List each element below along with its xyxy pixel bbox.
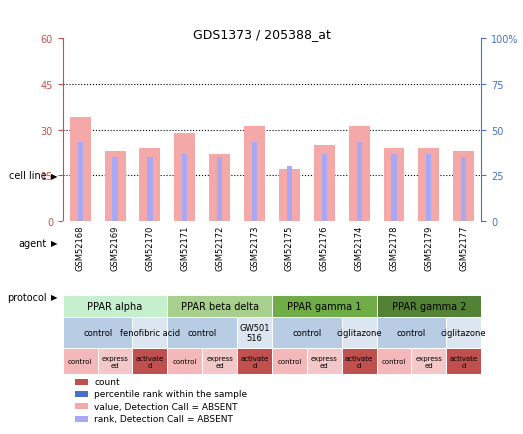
FancyBboxPatch shape [237, 317, 272, 349]
Text: ▶: ▶ [51, 293, 57, 302]
FancyBboxPatch shape [377, 296, 481, 317]
Bar [75, 416, 88, 422]
Text: GSM52174: GSM52174 [355, 225, 363, 270]
Bar [279, 170, 300, 221]
Text: PPAR beta delta: PPAR beta delta [180, 301, 259, 311]
Text: GDS1373 / 205388_at: GDS1373 / 205388_at [192, 28, 331, 41]
FancyBboxPatch shape [237, 349, 272, 374]
Text: express
ed: express ed [415, 355, 442, 368]
Bar [287, 167, 292, 221]
FancyBboxPatch shape [98, 349, 132, 374]
Bar [75, 403, 88, 409]
Bar [147, 158, 153, 221]
FancyBboxPatch shape [272, 317, 342, 349]
Text: GSM52172: GSM52172 [215, 225, 224, 270]
Text: ciglitazone: ciglitazone [441, 328, 486, 337]
Text: GSM52177: GSM52177 [459, 225, 468, 270]
Text: count: count [94, 377, 120, 386]
Bar [252, 142, 257, 221]
Text: GSM52175: GSM52175 [285, 225, 294, 270]
Bar [357, 142, 362, 221]
Bar [75, 378, 88, 385]
FancyBboxPatch shape [167, 317, 237, 349]
Bar [322, 155, 327, 221]
Text: control: control [173, 358, 197, 364]
Text: GSM52173: GSM52173 [250, 225, 259, 270]
FancyBboxPatch shape [342, 317, 377, 349]
FancyBboxPatch shape [446, 317, 481, 349]
Text: control: control [188, 328, 217, 337]
FancyBboxPatch shape [132, 349, 167, 374]
Bar [391, 155, 396, 221]
Text: activate
d: activate d [450, 355, 478, 368]
Text: control: control [277, 358, 302, 364]
Text: GSM52178: GSM52178 [390, 225, 399, 270]
Text: control: control [83, 328, 112, 337]
FancyBboxPatch shape [377, 317, 446, 349]
Text: agent: agent [19, 238, 47, 248]
Bar [217, 158, 222, 221]
Text: GW501
516: GW501 516 [240, 323, 270, 342]
Bar [209, 155, 230, 221]
Text: GSM52176: GSM52176 [320, 225, 329, 270]
Text: GSM52179: GSM52179 [424, 225, 434, 270]
FancyBboxPatch shape [132, 317, 167, 349]
Text: express
ed: express ed [206, 355, 233, 368]
Text: control: control [68, 358, 93, 364]
Bar [105, 151, 126, 221]
Text: control: control [397, 328, 426, 337]
Text: PPAR gamma 1: PPAR gamma 1 [287, 301, 361, 311]
Bar [75, 391, 88, 397]
Bar [70, 118, 90, 221]
Text: activate
d: activate d [345, 355, 373, 368]
Text: ▶: ▶ [51, 171, 57, 180]
Text: control: control [292, 328, 322, 337]
FancyBboxPatch shape [167, 296, 272, 317]
Text: control: control [382, 358, 406, 364]
Bar [182, 155, 187, 221]
Bar [244, 127, 265, 221]
FancyBboxPatch shape [342, 349, 377, 374]
FancyBboxPatch shape [202, 349, 237, 374]
Text: GSM52168: GSM52168 [76, 225, 85, 270]
FancyBboxPatch shape [307, 349, 342, 374]
FancyBboxPatch shape [63, 296, 167, 317]
Bar [426, 155, 431, 221]
FancyBboxPatch shape [167, 349, 202, 374]
Bar [461, 158, 467, 221]
Text: ciglitazone: ciglitazone [336, 328, 382, 337]
Text: ▶: ▶ [51, 239, 57, 247]
Text: express
ed: express ed [311, 355, 338, 368]
Text: PPAR gamma 2: PPAR gamma 2 [392, 301, 466, 311]
Text: fenofibric acid: fenofibric acid [120, 328, 180, 337]
FancyBboxPatch shape [63, 349, 98, 374]
Bar [140, 148, 161, 221]
Text: protocol: protocol [7, 293, 47, 302]
FancyBboxPatch shape [272, 349, 307, 374]
Bar [453, 151, 474, 221]
FancyBboxPatch shape [63, 317, 132, 349]
Text: percentile rank within the sample: percentile rank within the sample [94, 390, 247, 398]
FancyBboxPatch shape [272, 296, 377, 317]
Bar [174, 133, 195, 221]
Bar [418, 148, 439, 221]
Text: PPAR alpha: PPAR alpha [87, 301, 143, 311]
FancyBboxPatch shape [377, 349, 412, 374]
Bar [314, 145, 335, 221]
Text: cell line: cell line [9, 171, 47, 181]
Text: value, Detection Call = ABSENT: value, Detection Call = ABSENT [94, 402, 237, 411]
Text: express
ed: express ed [101, 355, 129, 368]
Text: rank, Detection Call = ABSENT: rank, Detection Call = ABSENT [94, 414, 233, 423]
Text: GSM52170: GSM52170 [145, 225, 154, 270]
Text: GSM52171: GSM52171 [180, 225, 189, 270]
Bar [112, 158, 118, 221]
Bar [349, 127, 370, 221]
Text: activate
d: activate d [241, 355, 269, 368]
Text: activate
d: activate d [136, 355, 164, 368]
Bar [383, 148, 404, 221]
FancyBboxPatch shape [412, 349, 446, 374]
Bar [77, 142, 83, 221]
FancyBboxPatch shape [446, 349, 481, 374]
Text: GSM52169: GSM52169 [110, 225, 120, 270]
